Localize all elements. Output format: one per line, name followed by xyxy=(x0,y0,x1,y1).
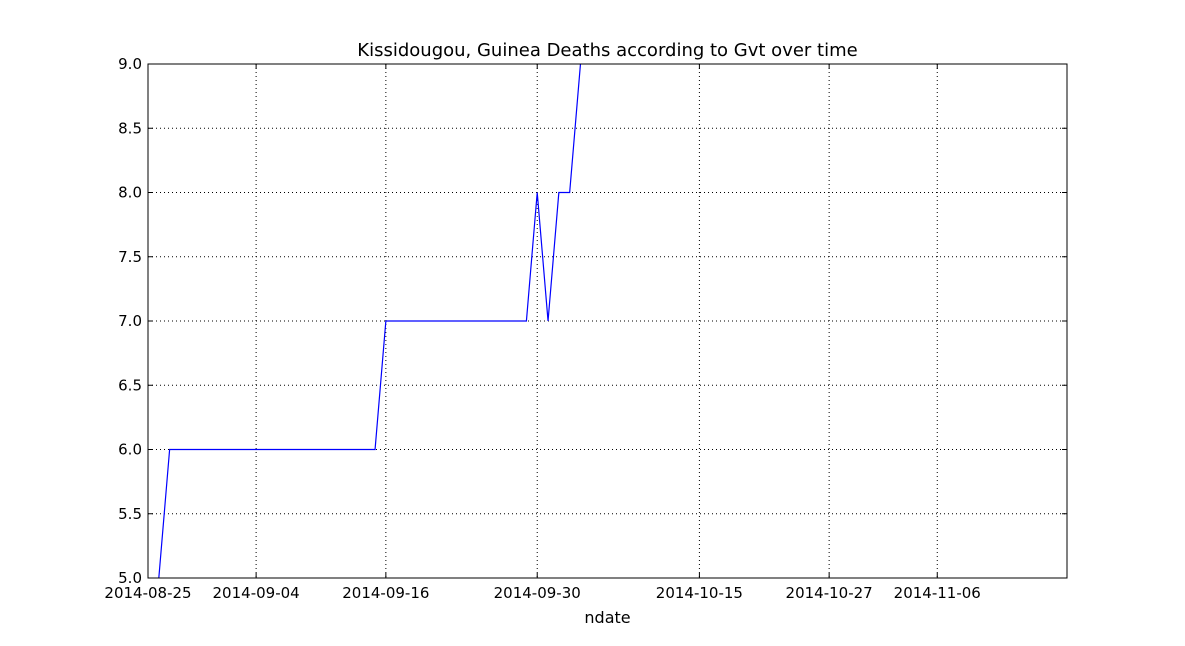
x-tick-label: 2014-10-15 xyxy=(656,584,743,602)
y-tick-label: 7.5 xyxy=(118,248,142,266)
y-tick-label: 7.0 xyxy=(118,312,142,330)
x-tick-label: 2014-10-27 xyxy=(786,584,873,602)
x-axis-label: ndate xyxy=(584,608,630,627)
x-tick-label: 2014-09-04 xyxy=(213,584,300,602)
plot-data xyxy=(158,64,582,578)
x-tick-label: 2014-09-16 xyxy=(342,584,429,602)
y-tick-label: 8.0 xyxy=(118,184,142,202)
y-tick-label: 5.5 xyxy=(118,505,142,523)
y-tick-label: 8.5 xyxy=(118,119,142,137)
x-tick-label: 2014-11-06 xyxy=(894,584,981,602)
series-line-0 xyxy=(158,64,582,578)
y-tick-label: 9.0 xyxy=(118,55,142,73)
axis-ticks: 2014-08-25 2014-09-04 2014-09-16 2014-09-30… xyxy=(104,55,1067,602)
y-tick-label: 6.0 xyxy=(118,441,142,459)
y-tick-label: 5.0 xyxy=(118,569,142,587)
x-tick-label: 2014-08-25 xyxy=(104,584,191,602)
y-tick-label: 6.5 xyxy=(118,376,142,394)
chart-title: Kissidougou, Guinea Deaths according to … xyxy=(357,40,857,61)
x-tick-label: 2014-09-30 xyxy=(494,584,581,602)
